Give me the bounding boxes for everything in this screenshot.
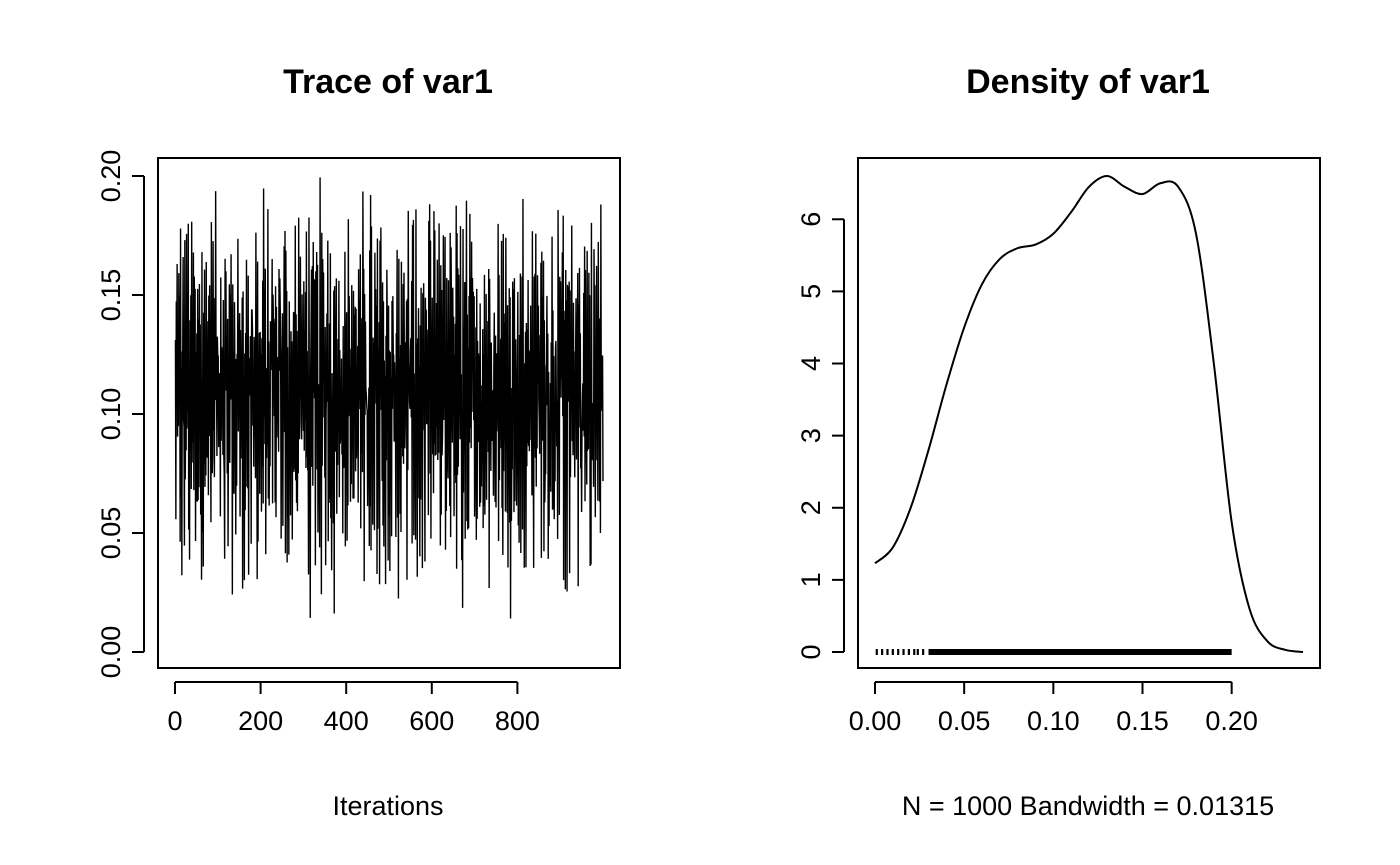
trace-y-tick-label: 0.10 [96,388,126,441]
density-y-tick-label: 5 [796,284,826,299]
trace-x-tick-label: 400 [324,706,369,736]
density-panel: Density of var1 0.00 0.05 0.10 0.15 0.20 0 1 2… [796,63,1321,821]
density-x-tick-label: 0.20 [1205,706,1258,736]
trace-y-tick-label: 0.05 [96,507,126,560]
trace-plot-frame [157,157,621,669]
trace-series-line [174,177,604,619]
density-x-tick-label: 0.15 [1116,706,1169,736]
trace-y-axis: 0.00 0.05 0.10 0.15 0.20 [96,150,145,679]
trace-x-tick-label: 0 [167,706,182,736]
trace-x-axis: 0 200 400 600 800 [167,681,540,736]
density-y-axis: 0 1 2 3 4 5 6 [796,212,845,660]
trace-y-tick-label: 0.15 [96,269,126,322]
trace-y-tick-label: 0.20 [96,150,126,203]
trace-panel: Trace of var1 0 200 400 600 800 0.00 0.05 0.10… [96,63,621,821]
density-x-tick-label: 0.05 [938,706,991,736]
density-rug [875,649,1232,655]
density-title: Density of var1 [966,63,1210,101]
density-y-tick-label: 1 [796,572,826,587]
density-x-tick-label: 0.00 [849,706,902,736]
trace-x-tick-label: 200 [238,706,283,736]
trace-x-label: Iterations [332,791,443,821]
trace-y-tick-label: 0.00 [96,626,126,679]
density-y-tick-label: 4 [796,356,826,371]
density-y-tick-label: 0 [796,644,826,659]
density-x-label: N = 1000 Bandwidth = 0.01315 [902,791,1274,821]
density-rug-band [928,649,1232,655]
trace-x-tick-label: 800 [495,706,540,736]
density-plot-frame [857,157,1321,669]
density-x-axis: 0.00 0.05 0.10 0.15 0.20 [849,681,1258,736]
density-y-tick-label: 3 [796,428,826,443]
density-y-tick-label: 2 [796,500,826,515]
density-series-line [874,174,1304,653]
trace-x-tick-label: 600 [409,706,454,736]
density-y-tick-label: 6 [796,212,826,227]
density-x-tick-label: 0.10 [1027,706,1080,736]
trace-title: Trace of var1 [283,63,493,101]
